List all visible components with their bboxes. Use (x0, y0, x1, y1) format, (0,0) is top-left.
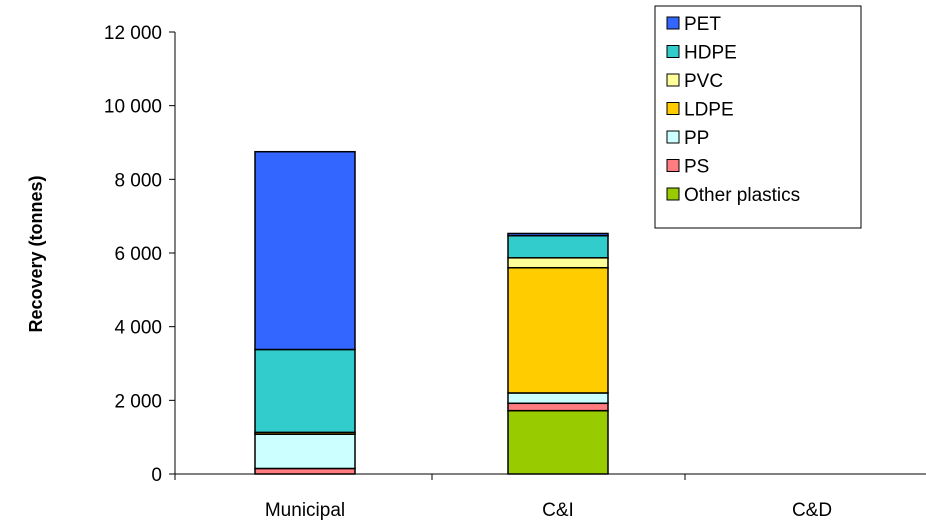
legend-label: PS (684, 157, 709, 178)
bars (254, 150, 609, 475)
y-axis-title: Recovery (tonnes) (26, 175, 46, 332)
legend-label: HDPE (684, 43, 737, 64)
bar-segment (254, 348, 356, 434)
x-tick-label: C&I (542, 500, 574, 521)
bar-segment (507, 392, 609, 405)
bar-segment (507, 402, 609, 412)
x-tick-label: Municipal (265, 500, 345, 521)
x-tick-label: C&D (792, 500, 832, 521)
legend-swatch (666, 73, 680, 87)
legend-swatch (666, 130, 680, 144)
y-tick-label: 12 000 (104, 23, 162, 44)
legend-label: Other plastics (684, 185, 800, 206)
legend-label: PET (684, 14, 721, 35)
y-axis: 0 2 000 4 000 6 000 8 000 10 000 12 000 (104, 23, 176, 486)
legend-label: LDPE (684, 100, 734, 121)
legend-label: PVC (684, 71, 723, 92)
legend-swatch (666, 102, 680, 115)
bar-segment (507, 409, 609, 475)
legend-box (654, 5, 862, 229)
y-tick-label: 2 000 (114, 391, 162, 412)
y-tick-label: 8 000 (114, 170, 162, 191)
bar-segment (254, 433, 356, 470)
y-tick-label: 4 000 (114, 318, 162, 339)
bar-segment (507, 232, 609, 237)
y-tick-label: 10 000 (104, 97, 162, 118)
legend-swatch (666, 159, 680, 172)
legend-swatch (666, 187, 680, 201)
bar-segment (507, 266, 609, 394)
bar-segment (254, 467, 356, 475)
bar-segment (507, 257, 609, 269)
legend: PET HDPE PVC LDPE PP PS Other plastics (654, 5, 862, 229)
legend-label: PP (684, 128, 709, 149)
legend-swatch (666, 45, 680, 58)
x-axis: Municipal C&I C&D (174, 473, 926, 521)
legend-swatch (666, 16, 680, 30)
bar-segment (254, 150, 356, 351)
bar-segment (507, 234, 609, 259)
y-tick-label: 6 000 (114, 244, 162, 265)
y-tick-label: 0 (151, 465, 162, 486)
